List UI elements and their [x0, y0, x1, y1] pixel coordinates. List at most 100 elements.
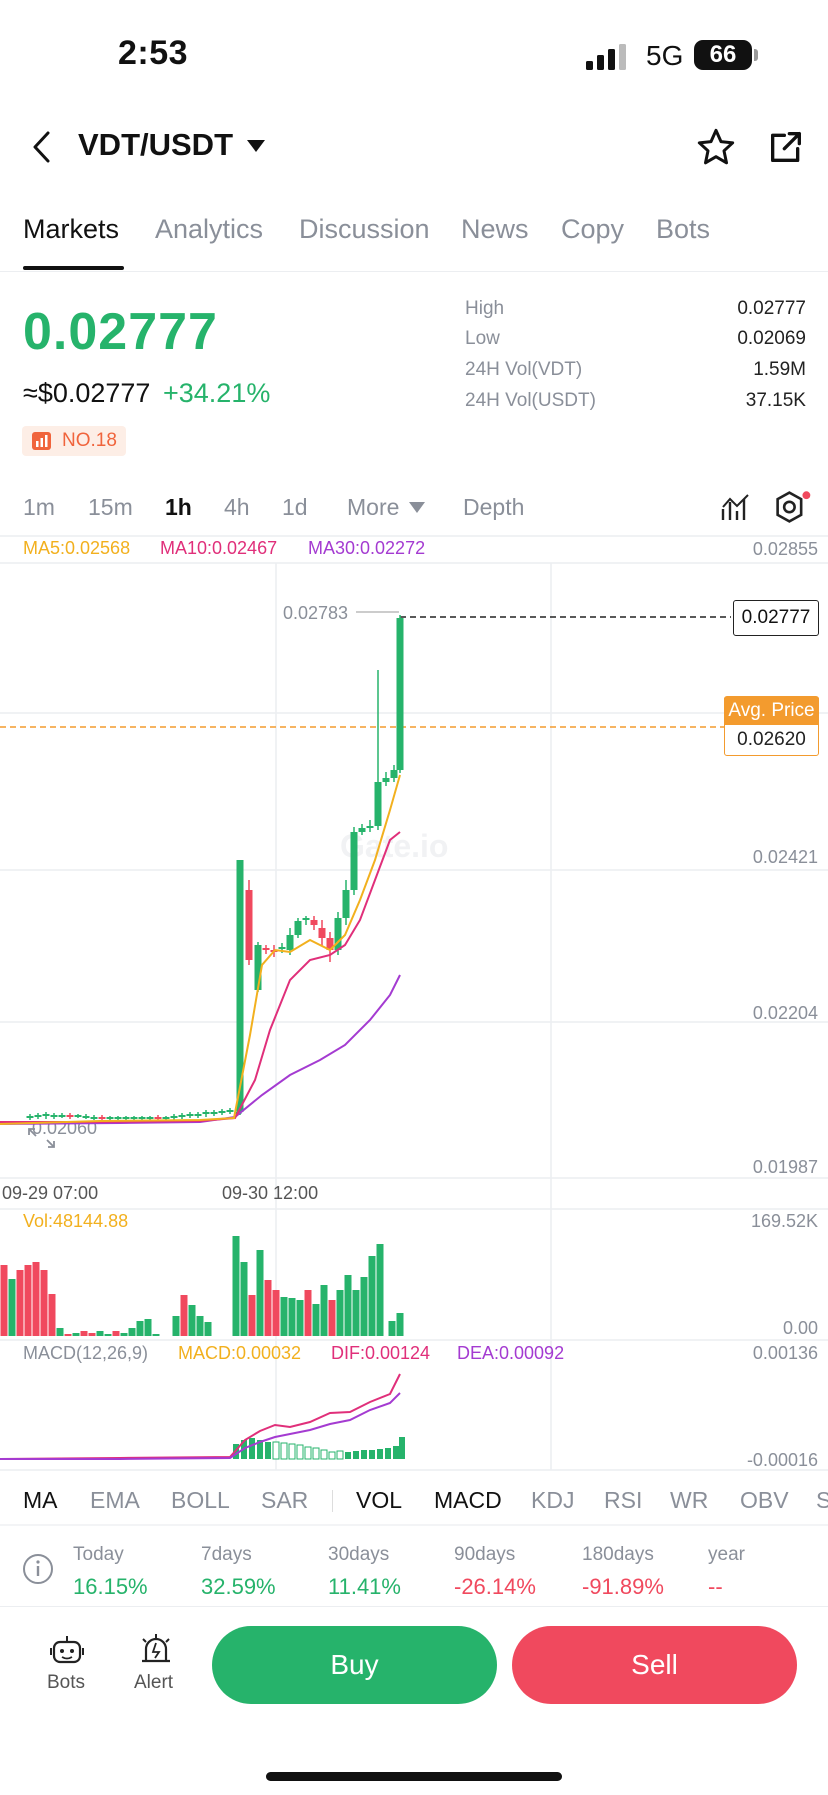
interval-depth[interactable]: Depth: [463, 494, 525, 520]
avg-price-label: Avg. Price: [724, 697, 819, 725]
dropdown-icon[interactable]: [246, 139, 266, 153]
stat-value-low: 0.02069: [737, 328, 806, 349]
rank-badge[interactable]: NO.18: [22, 426, 126, 456]
tab-bots[interactable]: Bots: [656, 214, 711, 244]
avg-price-value: 0.02620: [737, 729, 806, 750]
macd-tick-top: 0.00136: [752, 1343, 818, 1363]
buy-button[interactable]: Buy: [212, 1626, 497, 1704]
macd-bar: [304, 1446, 312, 1460]
tab-copy[interactable]: Copy: [561, 214, 625, 244]
alert-label[interactable]: Alert: [134, 1672, 174, 1693]
tab-discussion[interactable]: Discussion: [299, 214, 430, 244]
candle-body: [90, 1117, 98, 1119]
indicator-sar[interactable]: SAR: [261, 1487, 309, 1513]
candle-body: [310, 920, 318, 925]
indicator-ema[interactable]: EMA: [90, 1487, 140, 1513]
settings-icon[interactable]: [772, 490, 812, 524]
interval-4h[interactable]: 4h: [224, 494, 250, 520]
indicator-macd[interactable]: MACD: [434, 1487, 502, 1513]
macd-bar: [312, 1447, 320, 1460]
macd-bar: [280, 1442, 288, 1460]
y-tick-3: 0.02204: [752, 1003, 818, 1023]
candle-body: [374, 782, 382, 826]
tab-analytics[interactable]: Analytics: [155, 214, 264, 244]
indicator-obv[interactable]: OBV: [740, 1487, 789, 1513]
candle-body: [82, 1116, 90, 1118]
divider: [0, 1524, 828, 1526]
stat-value-vol-usdt: 37.15K: [745, 390, 806, 411]
y-tick-top: 0.02855: [752, 539, 818, 559]
candle-body: [382, 778, 390, 782]
tab-news[interactable]: News: [461, 214, 529, 244]
tab-markets[interactable]: Markets: [23, 214, 120, 244]
vol-tick-bottom: 0.00: [782, 1318, 818, 1338]
macd-bar: [345, 1452, 351, 1459]
indicator-chart-icon[interactable]: [721, 493, 751, 521]
candle-body: [210, 1112, 218, 1114]
volume-bar: [248, 1295, 256, 1336]
volume-bar: [336, 1290, 344, 1336]
status-time: 2:53: [118, 34, 189, 72]
star-icon[interactable]: [695, 127, 737, 167]
interval-1m[interactable]: 1m: [23, 494, 55, 520]
info-icon[interactable]: [22, 1553, 54, 1585]
indicator-divider: [332, 1490, 333, 1512]
volume-bar: [312, 1304, 320, 1336]
interval-more[interactable]: More: [347, 494, 400, 520]
candle-body: [326, 938, 334, 950]
candle-body: [114, 1117, 122, 1119]
volume-bar: [304, 1290, 312, 1336]
dif-value: DIF:0.00124: [331, 1343, 431, 1363]
volume-bar: [96, 1331, 104, 1336]
ma5-line: [0, 774, 401, 1125]
back-icon[interactable]: [30, 130, 54, 164]
candles-group: [26, 615, 404, 1120]
ma30-line: [0, 974, 401, 1125]
volume-bar: [80, 1331, 88, 1336]
volume-bar: [232, 1236, 240, 1336]
sell-button[interactable]: Sell: [512, 1626, 797, 1704]
alert-icon[interactable]: [139, 1634, 173, 1666]
usd-price: ≈$0.02777: [23, 378, 151, 408]
indicator-more[interactable]: S: [816, 1487, 828, 1513]
interval-1h[interactable]: 1h: [165, 494, 192, 520]
volume-bar: [104, 1334, 112, 1336]
candle-body: [162, 1117, 170, 1119]
indicator-vol[interactable]: VOL: [356, 1487, 403, 1513]
bots-icon[interactable]: [50, 1635, 84, 1667]
volume-bar: [328, 1300, 336, 1336]
indicator-ma[interactable]: MA: [23, 1487, 58, 1513]
candlestick-chart[interactable]: Gate.io 0.02783 0.02060: [0, 531, 828, 1474]
bots-label[interactable]: Bots: [47, 1672, 86, 1693]
volume-bar: [280, 1297, 288, 1336]
volume-bar: [40, 1270, 48, 1336]
indicator-kdj[interactable]: KDJ: [531, 1487, 575, 1513]
candle-body: [262, 948, 270, 950]
volume-bar: [196, 1316, 204, 1336]
pair-title[interactable]: VDT/USDT: [78, 127, 233, 162]
candle-body: [122, 1117, 130, 1119]
candle-body: [218, 1111, 226, 1113]
fullscreen-icon[interactable]: [28, 1128, 55, 1148]
indicator-wr[interactable]: WR: [670, 1487, 709, 1513]
interval-15m[interactable]: 15m: [88, 494, 133, 520]
share-icon[interactable]: [766, 127, 806, 167]
macd-params: MACD(12,26,9): [23, 1343, 149, 1363]
candle-body: [130, 1117, 138, 1119]
volume-bar: [376, 1244, 384, 1336]
macd-tick-bottom: -0.00016: [746, 1450, 818, 1470]
divider: [0, 271, 828, 272]
candle-body: [350, 832, 358, 890]
interval-1d[interactable]: 1d: [282, 494, 308, 520]
volume-label: Vol:48144.88: [23, 1211, 129, 1231]
indicator-rsi[interactable]: RSI: [604, 1487, 643, 1513]
indicator-boll[interactable]: BOLL: [171, 1487, 230, 1513]
candle-body: [358, 828, 366, 832]
more-dropdown-icon[interactable]: [409, 502, 425, 513]
return-value-today: 16.15%: [73, 1574, 148, 1599]
candle-body: [66, 1115, 74, 1117]
y-tick-bottom: 0.01987: [752, 1157, 818, 1177]
macd-bar: [272, 1441, 280, 1460]
candle-body: [50, 1115, 58, 1117]
macd-bar: [353, 1451, 359, 1459]
